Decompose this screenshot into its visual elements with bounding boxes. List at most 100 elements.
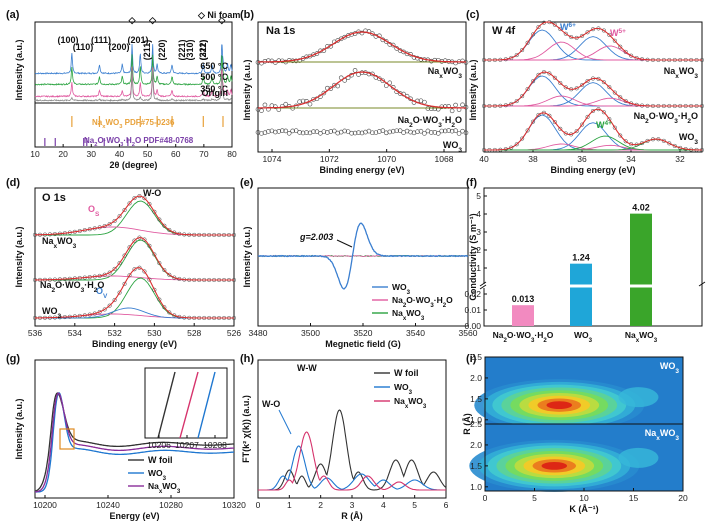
xps-data-point — [547, 113, 552, 118]
panel-c-series-na2o: Na2O·WO3·H2O — [634, 111, 698, 125]
miller-index-label: (111) — [91, 35, 111, 45]
panel-d-component — [35, 226, 234, 236]
rich-part: WO — [394, 382, 409, 392]
xps-data-point — [107, 303, 112, 308]
xps-data-point — [172, 313, 177, 318]
xps-data-point — [147, 277, 152, 282]
panel-g-xtick: 10280 — [159, 500, 183, 510]
panel-h-xtick: 0 — [256, 500, 261, 510]
heatmap-contour — [541, 461, 568, 470]
rich-part: 2 — [409, 122, 413, 129]
rich-part: PDF#75-0236 — [122, 118, 175, 127]
panel-d-series-naxwo3: NaxWO3 — [42, 236, 77, 250]
panel-g-legend-wo3: WO3 — [148, 468, 167, 482]
panel-i-map-label-wo3: WO3 — [660, 361, 680, 375]
panel-c-ylabel: Intensity (a.u.) — [468, 59, 478, 120]
rich-part: 3 — [694, 139, 698, 146]
panel-e-xtick: 3540 — [406, 328, 425, 338]
rich-part: 3 — [531, 337, 535, 344]
xps-data-point — [442, 104, 448, 109]
xps-data-point — [335, 130, 341, 136]
panel-g-trace — [34, 392, 235, 493]
xps-data-point — [259, 131, 264, 136]
xps-data-point — [422, 131, 427, 136]
xps-data-point — [293, 58, 299, 64]
panel-d-component — [35, 307, 234, 319]
rich-part: Na — [392, 308, 403, 318]
panel-e-arrow — [336, 239, 353, 248]
panel-a-trace-3 — [34, 70, 233, 102]
xps-data-point — [531, 79, 536, 84]
xps-data-point — [607, 117, 612, 122]
xps-data-point — [607, 85, 612, 90]
rich-part: 3 — [407, 289, 411, 296]
xps-data-point — [157, 297, 162, 302]
panel-c-series-naxwo3: NaxWO3 — [664, 66, 699, 80]
panel-b-fit — [257, 71, 467, 109]
panel-g-inset-xtick: 10208 — [203, 440, 227, 450]
xps-data-point — [286, 130, 292, 136]
xps-data-point — [563, 31, 568, 36]
rich-part: O·WO — [406, 295, 430, 305]
panel-c-w6-label: W6+ — [560, 22, 576, 33]
rich-part: 4+ — [605, 120, 613, 127]
xps-data-point — [300, 130, 306, 136]
xps-data-point — [152, 252, 157, 257]
panel-g-xtick: 10320 — [222, 500, 246, 510]
panel-g-xtick: 10200 — [33, 500, 57, 510]
rich-part: WO — [406, 308, 421, 318]
panel-d-xtick: 534 — [68, 328, 82, 338]
ni-foam-marker: ◇ — [217, 15, 226, 25]
panel-d-series-wo3: WO3 — [42, 306, 62, 320]
xps-data-point — [122, 281, 127, 286]
rich-part: W — [610, 28, 619, 38]
xps-data-point — [520, 47, 525, 53]
panel-c-xtick: 38 — [528, 154, 538, 164]
xps-data-point — [266, 58, 271, 63]
xps-data-point — [536, 112, 541, 117]
panel-a-xtick: 70 — [199, 149, 209, 159]
ni-foam-legend: ◇ Ni foam — [197, 10, 240, 20]
xps-data-point — [328, 129, 334, 134]
rich-part: 2 — [503, 337, 507, 344]
panel-f-label: (f) — [466, 177, 477, 189]
inset-edge-line — [157, 371, 176, 439]
xps-data-point — [377, 129, 382, 134]
panel-h-wo-arrow — [278, 409, 292, 435]
rich-part: W — [560, 22, 569, 32]
rich-part: ·H — [123, 136, 132, 145]
panel-c-component — [484, 45, 702, 61]
miller-index-label: (220) — [157, 39, 167, 60]
xps-data-point — [422, 99, 427, 105]
xps-data-point — [415, 129, 420, 135]
xps-data-point — [429, 130, 434, 135]
rich-part: 3 — [163, 475, 167, 482]
panel-g-label: (g) — [6, 353, 20, 365]
panel-i-ytick: 1.5 — [470, 461, 482, 471]
panel-i-xtick: 0 — [483, 493, 488, 503]
panel-b-xtick: 1070 — [377, 154, 396, 164]
rich-part: 3 — [409, 389, 413, 396]
panel-d-frame — [34, 187, 235, 327]
rich-part: 6+ — [569, 22, 577, 29]
xps-data-point — [142, 196, 147, 201]
xps-data-point — [590, 108, 596, 114]
xps-data-point — [463, 130, 469, 136]
xps-data-point — [335, 83, 341, 89]
xps-data-point — [629, 53, 634, 58]
panel-g-zoom-box — [59, 428, 75, 450]
xps-data-point — [297, 99, 302, 105]
rich-part: O — [88, 204, 95, 214]
xps-data-point — [290, 128, 295, 134]
panel-g-xtick: 10240 — [96, 500, 120, 510]
panel-b-series-naxwo3: NaxWO3 — [428, 66, 463, 80]
xps-data-point — [259, 108, 264, 113]
xps-data-point — [370, 130, 375, 136]
xps-data-point — [276, 129, 282, 134]
ni-foam-marker: ◇ — [148, 15, 157, 25]
rich-part: Na — [625, 330, 636, 340]
xps-data-point — [167, 310, 172, 315]
panel-g-inset-xtick: 10207 — [175, 440, 199, 450]
xps-data-point — [449, 128, 455, 134]
xps-data-point — [453, 128, 458, 133]
